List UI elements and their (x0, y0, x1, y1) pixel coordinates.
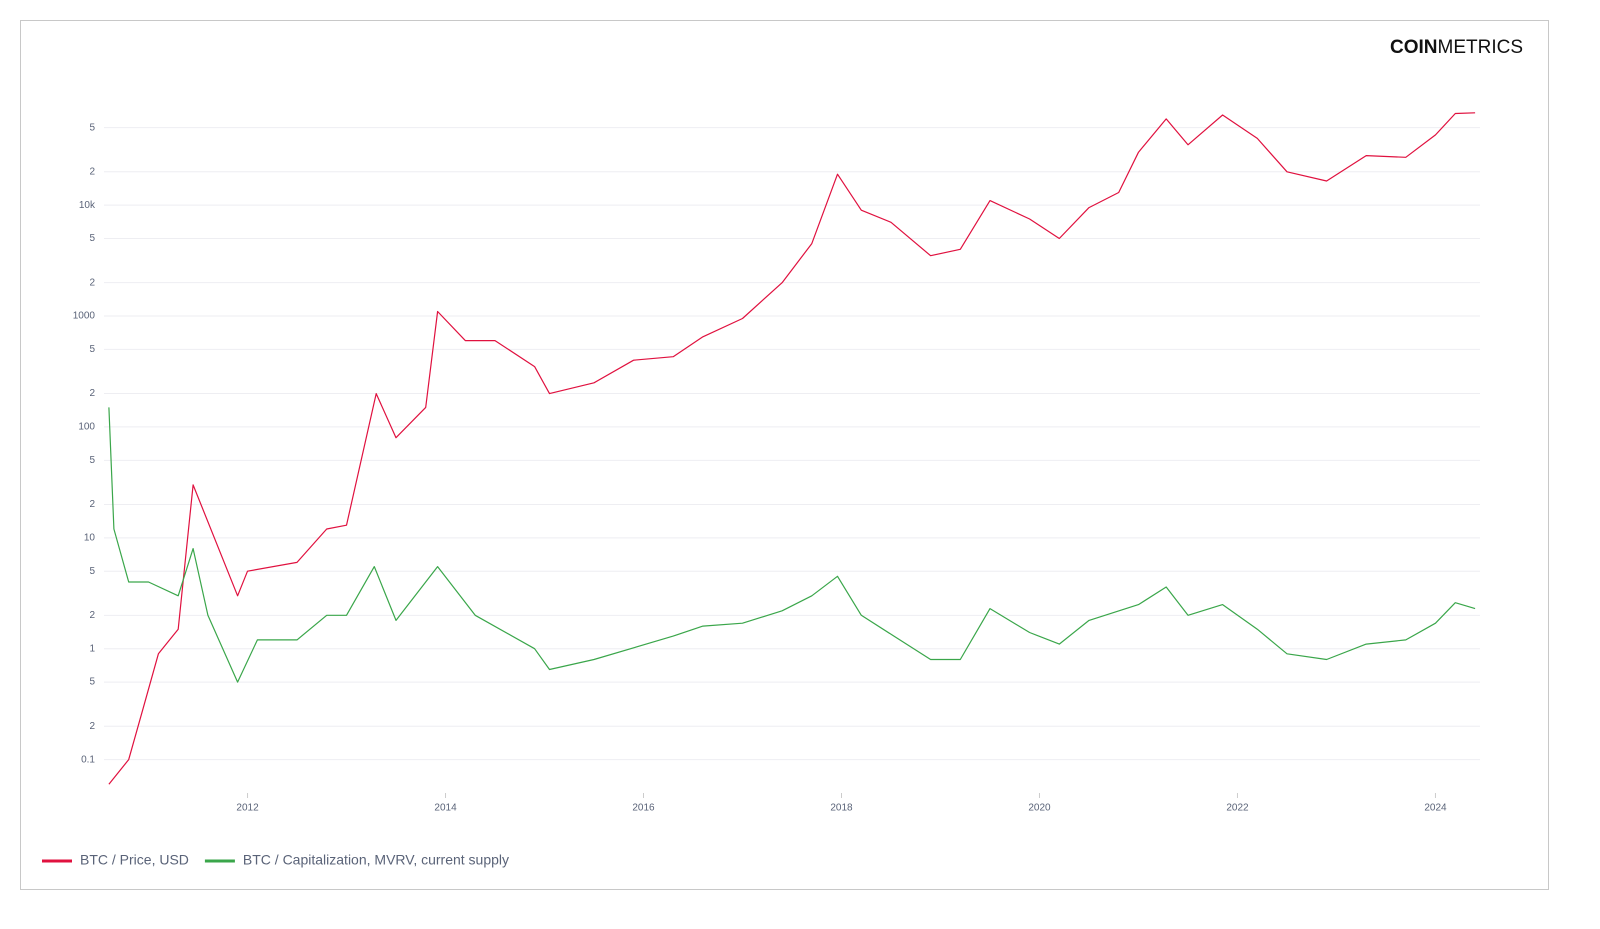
x-tick-label: 2016 (632, 803, 655, 814)
frame (20, 20, 1549, 890)
logo: COINMETRICS (1390, 37, 1523, 58)
y-tick-label: 2 (89, 610, 95, 621)
y-tick-label: 5 (89, 122, 95, 133)
x-tick-label: 2020 (1028, 803, 1051, 814)
y-tick-label: 5 (89, 566, 95, 577)
x-tick-label: 2018 (830, 803, 853, 814)
series-line (108, 112, 1476, 785)
y-tick-label: 5 (89, 344, 95, 355)
y-tick-label: 1000 (73, 311, 96, 322)
legend-label: BTC / Capitalization, MVRV, current supp… (243, 852, 509, 868)
y-tick-label: 10k (79, 200, 96, 211)
y-tick-label: 2 (89, 499, 95, 510)
legend-label: BTC / Price, USD (80, 852, 189, 868)
y-tick-label: 2 (89, 166, 95, 177)
y-tick-label: 5 (89, 677, 95, 688)
x-tick-label: 2022 (1226, 803, 1249, 814)
y-tick-label: 5 (89, 455, 95, 466)
logo-light: METRICS (1438, 37, 1524, 58)
y-tick-label: 2 (89, 277, 95, 288)
x-tick-label: 2024 (1424, 803, 1447, 814)
x-tick-label: 2012 (236, 803, 259, 814)
y-tick-label: 2 (89, 721, 95, 732)
y-tick-label: 5 (89, 233, 95, 244)
x-tick-label: 2014 (434, 803, 457, 814)
y-tick-label: 1 (89, 643, 95, 654)
y-tick-label: 100 (78, 422, 95, 433)
series-line (108, 407, 1476, 683)
y-tick-label: 10 (84, 532, 96, 543)
y-tick-label: 2 (89, 388, 95, 399)
logo-bold: COIN (1390, 37, 1438, 58)
y-tick-label: 0.1 (81, 754, 95, 765)
